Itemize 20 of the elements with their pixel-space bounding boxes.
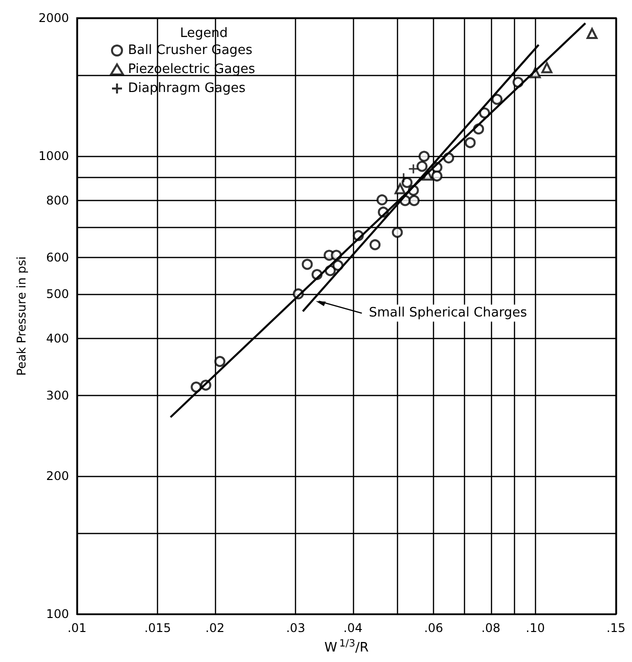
x-tick-label: .03 xyxy=(286,621,306,636)
y-tick-label: 2000 xyxy=(38,11,69,25)
x-tick-label: .10 xyxy=(526,621,545,636)
y-tick-label: 100 xyxy=(46,607,69,622)
x-tick-label: .06 xyxy=(424,621,444,636)
y-tick-label: 200 xyxy=(46,469,69,484)
y-tick-label: 600 xyxy=(46,250,69,265)
x-tick-label: .15 xyxy=(606,621,626,636)
y-tick-label: 800 xyxy=(46,193,69,208)
annotation: Small Spherical Charges xyxy=(368,306,528,321)
y-tick-label: 500 xyxy=(46,286,69,301)
x-tick-label: .08 xyxy=(481,621,500,636)
y-tick-label: 400 xyxy=(46,331,69,346)
x-tick-label: .04 xyxy=(343,621,362,636)
y-axis-title: Peak Pressure in psi xyxy=(14,256,29,376)
y-tick-label: 300 xyxy=(46,388,69,402)
x-tick-label: .01 xyxy=(67,621,87,636)
x-tick-label: .02 xyxy=(205,621,225,636)
x-tick-label: .015 xyxy=(144,621,172,636)
y-tick-label: 1000 xyxy=(38,148,69,163)
